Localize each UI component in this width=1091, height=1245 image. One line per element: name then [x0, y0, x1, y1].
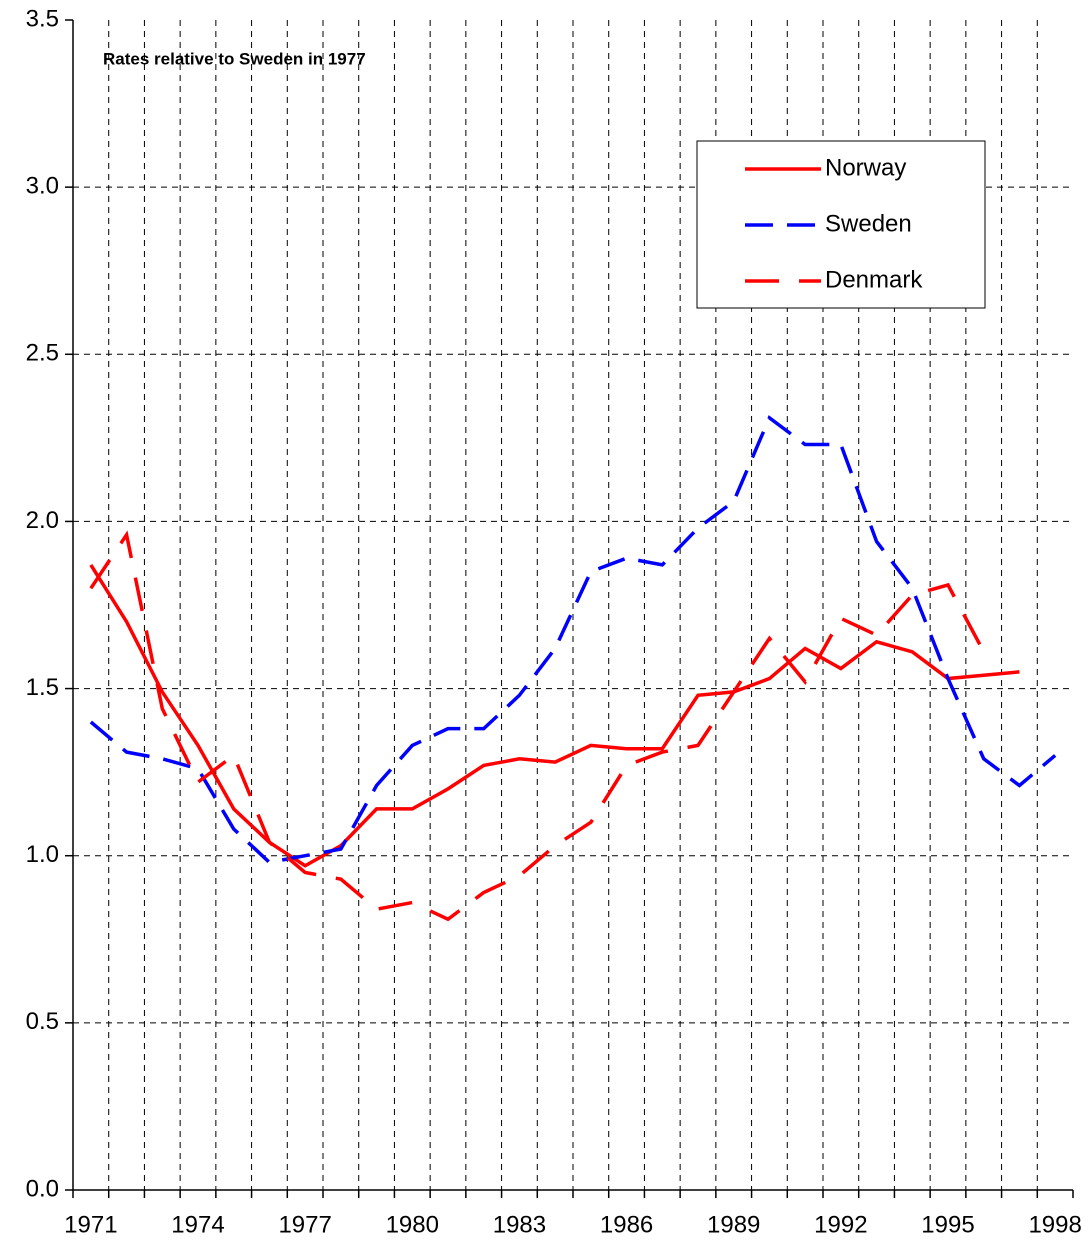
x-tick-label: 1983 [493, 1211, 546, 1238]
x-tick-label: 1986 [600, 1211, 653, 1238]
x-tick-label: 1977 [278, 1211, 331, 1238]
x-tick-label: 1980 [386, 1211, 439, 1238]
y-tick-label: 1.5 [26, 674, 59, 701]
legend-label: Sweden [825, 210, 912, 237]
annotation: Rates relative to Sweden in 1977 [103, 49, 366, 68]
y-tick-label: 0.0 [26, 1175, 59, 1202]
y-tick-label: 2.0 [26, 507, 59, 534]
y-tick-label: 3.0 [26, 172, 59, 199]
y-tick-label: 3.5 [26, 5, 59, 32]
legend-label: Denmark [825, 266, 923, 293]
y-tick-label: 0.5 [26, 1008, 59, 1035]
series-line [89, 415, 1057, 865]
series-line [89, 563, 1020, 868]
x-tick-label: 1989 [707, 1211, 760, 1238]
y-tick-label: 2.5 [26, 340, 59, 367]
series-line [89, 530, 986, 922]
x-tick-label: 1995 [921, 1211, 974, 1238]
x-tick-label: 1992 [814, 1211, 867, 1238]
legend-label: Norway [825, 154, 906, 181]
y-tick-label: 1.0 [26, 841, 59, 868]
x-tick-label: 1974 [171, 1211, 224, 1238]
x-tick-label: 1971 [64, 1211, 117, 1238]
x-tick-label: 1998 [1028, 1211, 1081, 1238]
